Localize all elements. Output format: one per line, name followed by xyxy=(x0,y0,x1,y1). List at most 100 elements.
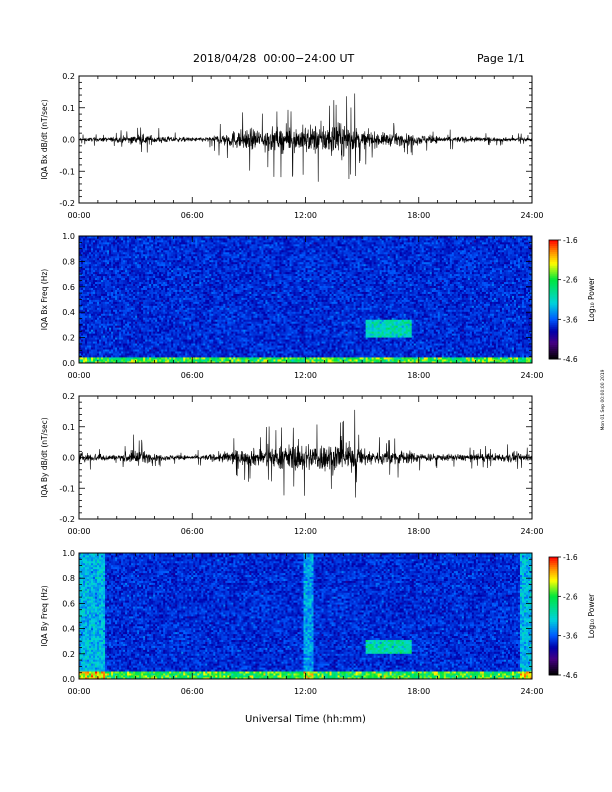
spectrogram-cell xyxy=(139,261,142,265)
spectrogram-cell xyxy=(151,261,154,265)
spectrogram-cell xyxy=(105,353,108,356)
spectrogram-cell xyxy=(83,265,86,269)
spectrogram-cell xyxy=(95,281,98,285)
spectrogram-cell xyxy=(153,343,156,346)
spectrogram-cell xyxy=(123,303,126,306)
spectrogram-cell xyxy=(141,337,144,340)
spectrogram-cell xyxy=(137,239,140,243)
spectrogram-cell xyxy=(113,241,116,245)
spectrogram-cell xyxy=(125,293,128,296)
spectrogram-cell xyxy=(113,339,116,342)
spectrogram-cell xyxy=(123,289,126,292)
spectrogram-cell xyxy=(147,317,150,320)
spectrogram-cell xyxy=(91,315,94,318)
spectrogram-cell xyxy=(93,251,96,255)
spectrogram-cell xyxy=(95,313,98,316)
spectrogram-cell xyxy=(145,259,148,263)
spectrogram-cell xyxy=(91,301,94,304)
spectrogram-cell xyxy=(93,255,96,259)
spectrogram-cell xyxy=(89,241,92,245)
spectrogram-cell xyxy=(97,315,100,318)
spectrogram-cell xyxy=(151,325,154,328)
spectrogram-cell xyxy=(123,285,126,288)
spectrogram-cell xyxy=(87,267,90,271)
spectrogram-cell xyxy=(107,253,110,257)
spectrogram-cell xyxy=(125,247,128,251)
spectrogram-cell xyxy=(79,339,82,342)
spectrogram-cell xyxy=(139,347,142,350)
spectrogram-cell xyxy=(113,317,116,320)
spectrogram-cell xyxy=(103,277,106,281)
spectrogram-cell xyxy=(95,255,98,259)
spectrogram-cell xyxy=(103,343,106,346)
spectrogram-cell xyxy=(105,331,108,334)
spectrogram-cell xyxy=(143,319,146,322)
spectrogram-cell xyxy=(105,263,108,267)
spectrogram-cell xyxy=(143,315,146,318)
spectrogram-cell xyxy=(137,311,140,314)
spectrogram-cell xyxy=(111,241,114,245)
spectrogram-cell xyxy=(113,349,116,352)
spectrogram-cell xyxy=(91,263,94,267)
spectrogram-cell xyxy=(135,273,138,277)
spectrogram-cell xyxy=(97,311,100,314)
spectrogram-cell xyxy=(109,315,112,318)
spectrogram-cell xyxy=(149,315,152,318)
spectrogram-cell xyxy=(121,297,124,300)
spectrogram-cell xyxy=(137,297,140,300)
spectrogram-cell xyxy=(153,305,156,308)
spectrogram-cell xyxy=(153,355,156,358)
spectrogram-cell xyxy=(83,315,86,318)
spectrogram-cell xyxy=(129,245,132,249)
spectrogram-cell xyxy=(145,281,148,285)
spectrogram-cell xyxy=(125,339,128,342)
spectrogram-cell xyxy=(141,305,144,308)
spectrogram-cell xyxy=(127,273,130,277)
spectrogram-cell xyxy=(85,323,88,326)
spectrogram-cell xyxy=(143,333,146,336)
spectrogram-cell xyxy=(133,307,136,310)
spectrogram-cell xyxy=(149,265,152,269)
spectrogram-cell xyxy=(107,275,110,279)
spectrogram-cell xyxy=(119,301,122,304)
spectrogram-cell xyxy=(113,341,116,344)
spectrogram-cell xyxy=(107,239,110,243)
spectrogram-cell xyxy=(97,341,100,344)
spectrogram-cell xyxy=(149,236,152,239)
spectrogram-cell xyxy=(99,361,102,364)
spectrogram-cell xyxy=(141,313,144,316)
spectrogram-cell xyxy=(85,279,88,283)
spectrogram-cell xyxy=(107,301,110,304)
spectrogram-cell xyxy=(83,283,86,287)
spectrogram-cell xyxy=(83,297,86,300)
spectrogram-cell xyxy=(115,247,118,251)
spectrogram-cell xyxy=(133,349,136,352)
spectrogram-cell xyxy=(99,333,102,336)
spectrogram-cell xyxy=(101,283,104,287)
spectrogram-cell xyxy=(105,245,108,249)
spectrogram-cell xyxy=(123,305,126,308)
spectrogram-cell xyxy=(95,305,98,308)
spectrogram-cell xyxy=(125,245,128,249)
spectrogram-cell xyxy=(125,323,128,326)
spectrogram-cell xyxy=(83,293,86,296)
spectrogram-cell xyxy=(117,295,120,298)
spectrogram-cell xyxy=(141,295,144,298)
spectrogram-cell xyxy=(129,265,132,269)
spectrogram-cell xyxy=(133,319,136,322)
spectrogram-cell xyxy=(119,251,122,255)
spectrogram-cell xyxy=(121,299,124,302)
spectrogram-cell xyxy=(153,349,156,352)
spectrogram-cell xyxy=(153,271,156,275)
spectrogram-cell xyxy=(151,279,154,283)
spectrogram-cell xyxy=(105,361,108,364)
spectrogram-cell xyxy=(109,263,112,267)
spectrogram-cell xyxy=(91,241,94,245)
spectrogram-cell xyxy=(97,303,100,306)
spectrogram-cell xyxy=(113,265,116,269)
spectrogram-cell xyxy=(123,283,126,287)
spectrogram-cell xyxy=(121,271,124,275)
spectrogram-cell xyxy=(103,311,106,314)
spectrogram-cell xyxy=(79,251,82,255)
